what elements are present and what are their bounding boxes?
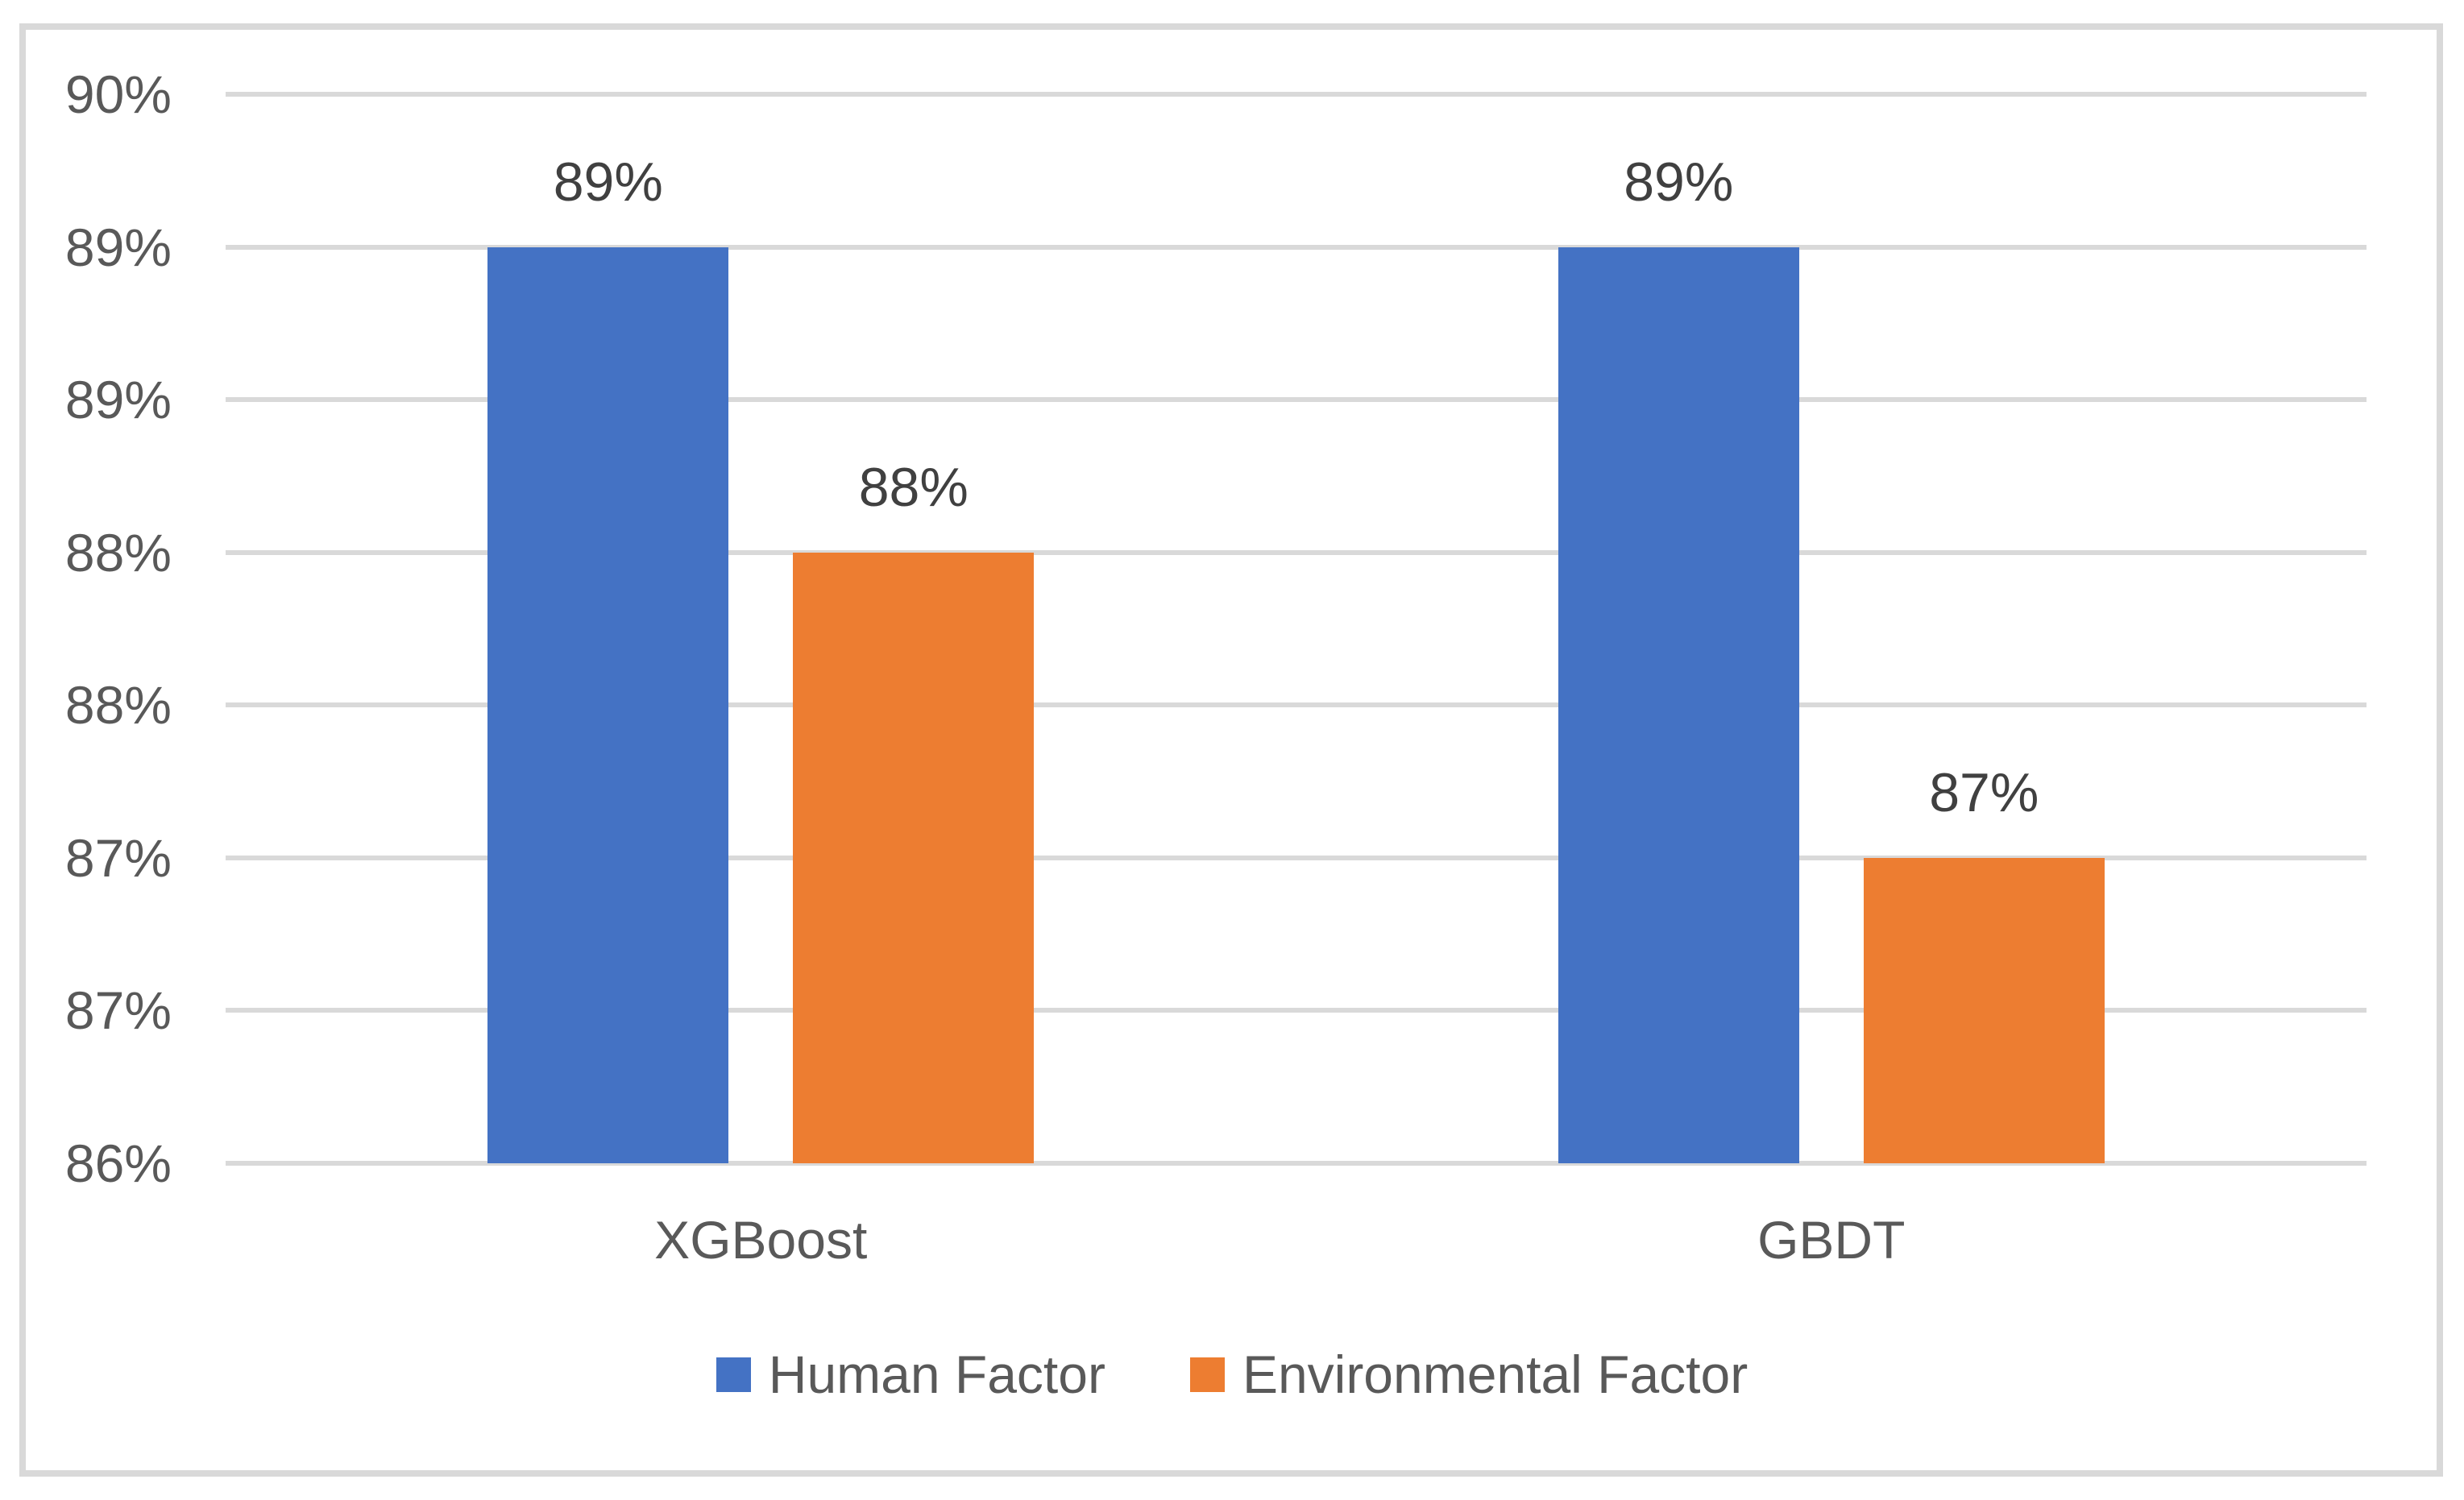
bar-data-label: 89% <box>1624 151 1734 213</box>
y-axis-tick-label: 86% <box>64 1133 172 1193</box>
bar-human-factor <box>1558 247 1799 1163</box>
gridline <box>226 549 2367 555</box>
gridline <box>226 397 2367 403</box>
bar-environmental-factor <box>1863 857 2105 1163</box>
chart-border-frame <box>19 23 2443 1477</box>
y-axis-tick-label: 87% <box>64 980 172 1041</box>
legend-item-human-factor: Human Factor <box>716 1348 1105 1401</box>
bar-data-label: 88% <box>858 456 969 518</box>
gridline <box>226 1161 2367 1166</box>
gridline <box>226 702 2367 708</box>
legend-marker-environmental-factor <box>1189 1357 1225 1392</box>
legend-marker-human-factor <box>716 1357 751 1392</box>
bar-environmental-factor <box>793 552 1035 1163</box>
gridline <box>226 244 2367 250</box>
gridline <box>226 92 2367 97</box>
gridline <box>226 855 2367 860</box>
gridline <box>226 1008 2367 1013</box>
x-axis-category-label: XGBoost <box>654 1210 868 1270</box>
legend: Human Factor Environmental Factor <box>0 1348 2464 1401</box>
legend-item-environmental-factor: Environmental Factor <box>1189 1345 1748 1404</box>
y-axis-tick-label: 89% <box>64 370 172 430</box>
legend-label: Environmental Factor <box>1242 1345 1748 1404</box>
y-axis-tick-label: 87% <box>64 827 172 888</box>
bar-human-factor <box>487 247 729 1163</box>
y-axis-tick-label: 88% <box>64 675 172 735</box>
y-axis-tick-label: 88% <box>64 522 172 582</box>
y-axis-tick-label: 89% <box>64 217 172 277</box>
x-axis-category-label: GBDT <box>1757 1210 1906 1270</box>
bar-data-label: 87% <box>1929 761 2039 823</box>
legend-label: Human Factor <box>768 1345 1105 1404</box>
bar-data-label: 89% <box>553 151 663 213</box>
y-axis-tick-label: 90% <box>64 64 172 124</box>
